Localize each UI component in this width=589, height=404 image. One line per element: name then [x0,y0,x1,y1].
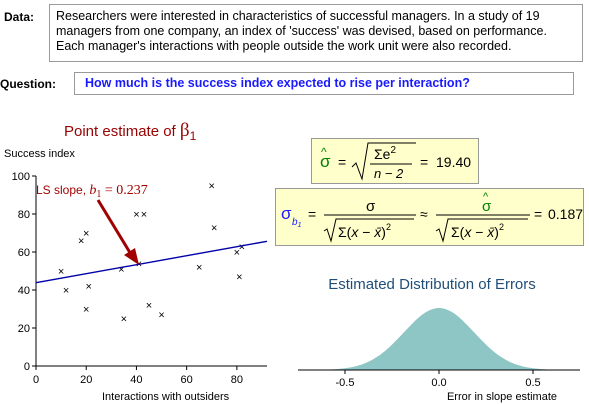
annotation-arrowhead [124,248,139,265]
sigma-numerator: σ [366,198,376,215]
density-area [323,308,555,370]
ls-fit-line [35,240,268,284]
question-text: How much is the success index expected t… [74,72,574,95]
y-tick-label: 60 [18,247,30,259]
svg-text:LS slope, b1 = 0.237: LS slope, b1 = 0.237 [36,183,148,200]
sigma-hat-symbol: σ [320,152,331,171]
data-point: × [209,181,215,193]
approx-sign: ≈ [420,206,428,222]
equals-sign-2: = [420,154,428,170]
data-point: × [133,209,139,221]
annotation-value: = 0.237 [101,183,147,198]
y-axis-label: Success index [4,148,75,160]
point-estimate-title: Point estimate of β1 [64,120,196,143]
ls-slope-annotation: LS slope, b1 = 0.237 [36,183,148,265]
distribution-title: Estimated Distribution of Errors [328,276,536,293]
sum-x-xbar-2: Σ(x − x̄)2 [451,222,504,240]
data-point: × [234,247,240,259]
annotation-subscript: 1 [96,189,101,200]
distribution-x-tick-label: -0.5 [336,377,355,389]
x-tick-label: 20 [80,374,92,386]
sqrt-sign-2 [323,218,414,243]
x-tick-label: 60 [181,374,193,386]
data-point: × [58,266,64,278]
data-point: × [118,264,124,276]
hat-glyph: ^ [321,145,327,159]
annotation-text: LS slope, [36,183,89,197]
x-tick-label: 0 [33,374,39,386]
data-description: Researchers were interested in character… [49,4,583,62]
data-point: × [146,300,152,312]
sigma-b1-subscript: b1 [292,217,302,229]
point-estimate-title-text: Point estimate of [64,123,180,140]
y-tick-label: 40 [18,285,30,297]
sigma-hat-numerator: σ [482,198,492,215]
sum-x-xbar: Σ(x − x̄)2 [338,222,391,240]
data-point: × [86,281,92,293]
beta-subscript: 1 [189,129,197,143]
data-point: × [196,262,202,274]
data-point: × [239,241,245,253]
distribution-x-tick-label: 0.5 [525,377,540,389]
data-point: × [236,272,242,284]
distribution-x-axis-label: Error in slope estimate [447,391,557,403]
error-distribution-chart: Estimated Distribution of Errors -0.5 0.0… [298,276,580,403]
y-tick-label: 20 [18,323,30,335]
data-point: × [78,236,84,248]
data-point: × [121,314,127,326]
sigma-hat-value: 19.40 [436,154,471,170]
scatter-chart: Success index Interactions with outsider… [4,148,268,403]
sum-e-power: 2 [390,145,396,156]
sum-e: Σe2 [374,145,396,162]
sigma-b1-formula: σ b1 = σ Σ(x − x̄)2 ≈ σ ^ Σ(x − x̄)2 = 0… [275,188,584,246]
y-tick-label: 100 [12,171,30,183]
sigma-b1-value: 0.187 [548,206,583,222]
data-point: × [63,285,69,297]
x-tick-label: 80 [231,374,243,386]
sqrt-sign-3 [435,218,528,243]
equals-sign-3: = [308,206,316,222]
sum-e-text: Σe [374,146,391,162]
equals-sign-4: = [534,206,542,222]
annotation-arrow [96,199,134,257]
data-label: Data: [4,10,35,24]
hat-glyph-2: ^ [483,191,489,203]
data-point: × [83,304,89,316]
data-point: × [211,222,217,234]
equals-sign: = [338,154,346,170]
x-tick-label: 40 [130,374,142,386]
annotation-symbol: b [89,183,96,198]
beta-symbol: β [179,120,190,141]
data-point: × [83,228,89,240]
data-point: × [158,310,164,322]
data-point: × [141,209,147,221]
question-label: Question: [0,77,56,91]
sigma-b1-symbol: σ [281,204,292,223]
distribution-x-tick-label: 0.0 [431,377,446,389]
y-tick-label: 80 [18,209,30,221]
sigma-hat-formula: σ ^ = Σe2 n − 2 = 19.40 [311,138,479,184]
sqrt-sign [351,142,416,181]
x-axis-label: Interactions with outsiders [102,391,230,403]
n-minus-2: n − 2 [374,166,404,181]
y-tick-label: 0 [24,361,30,373]
